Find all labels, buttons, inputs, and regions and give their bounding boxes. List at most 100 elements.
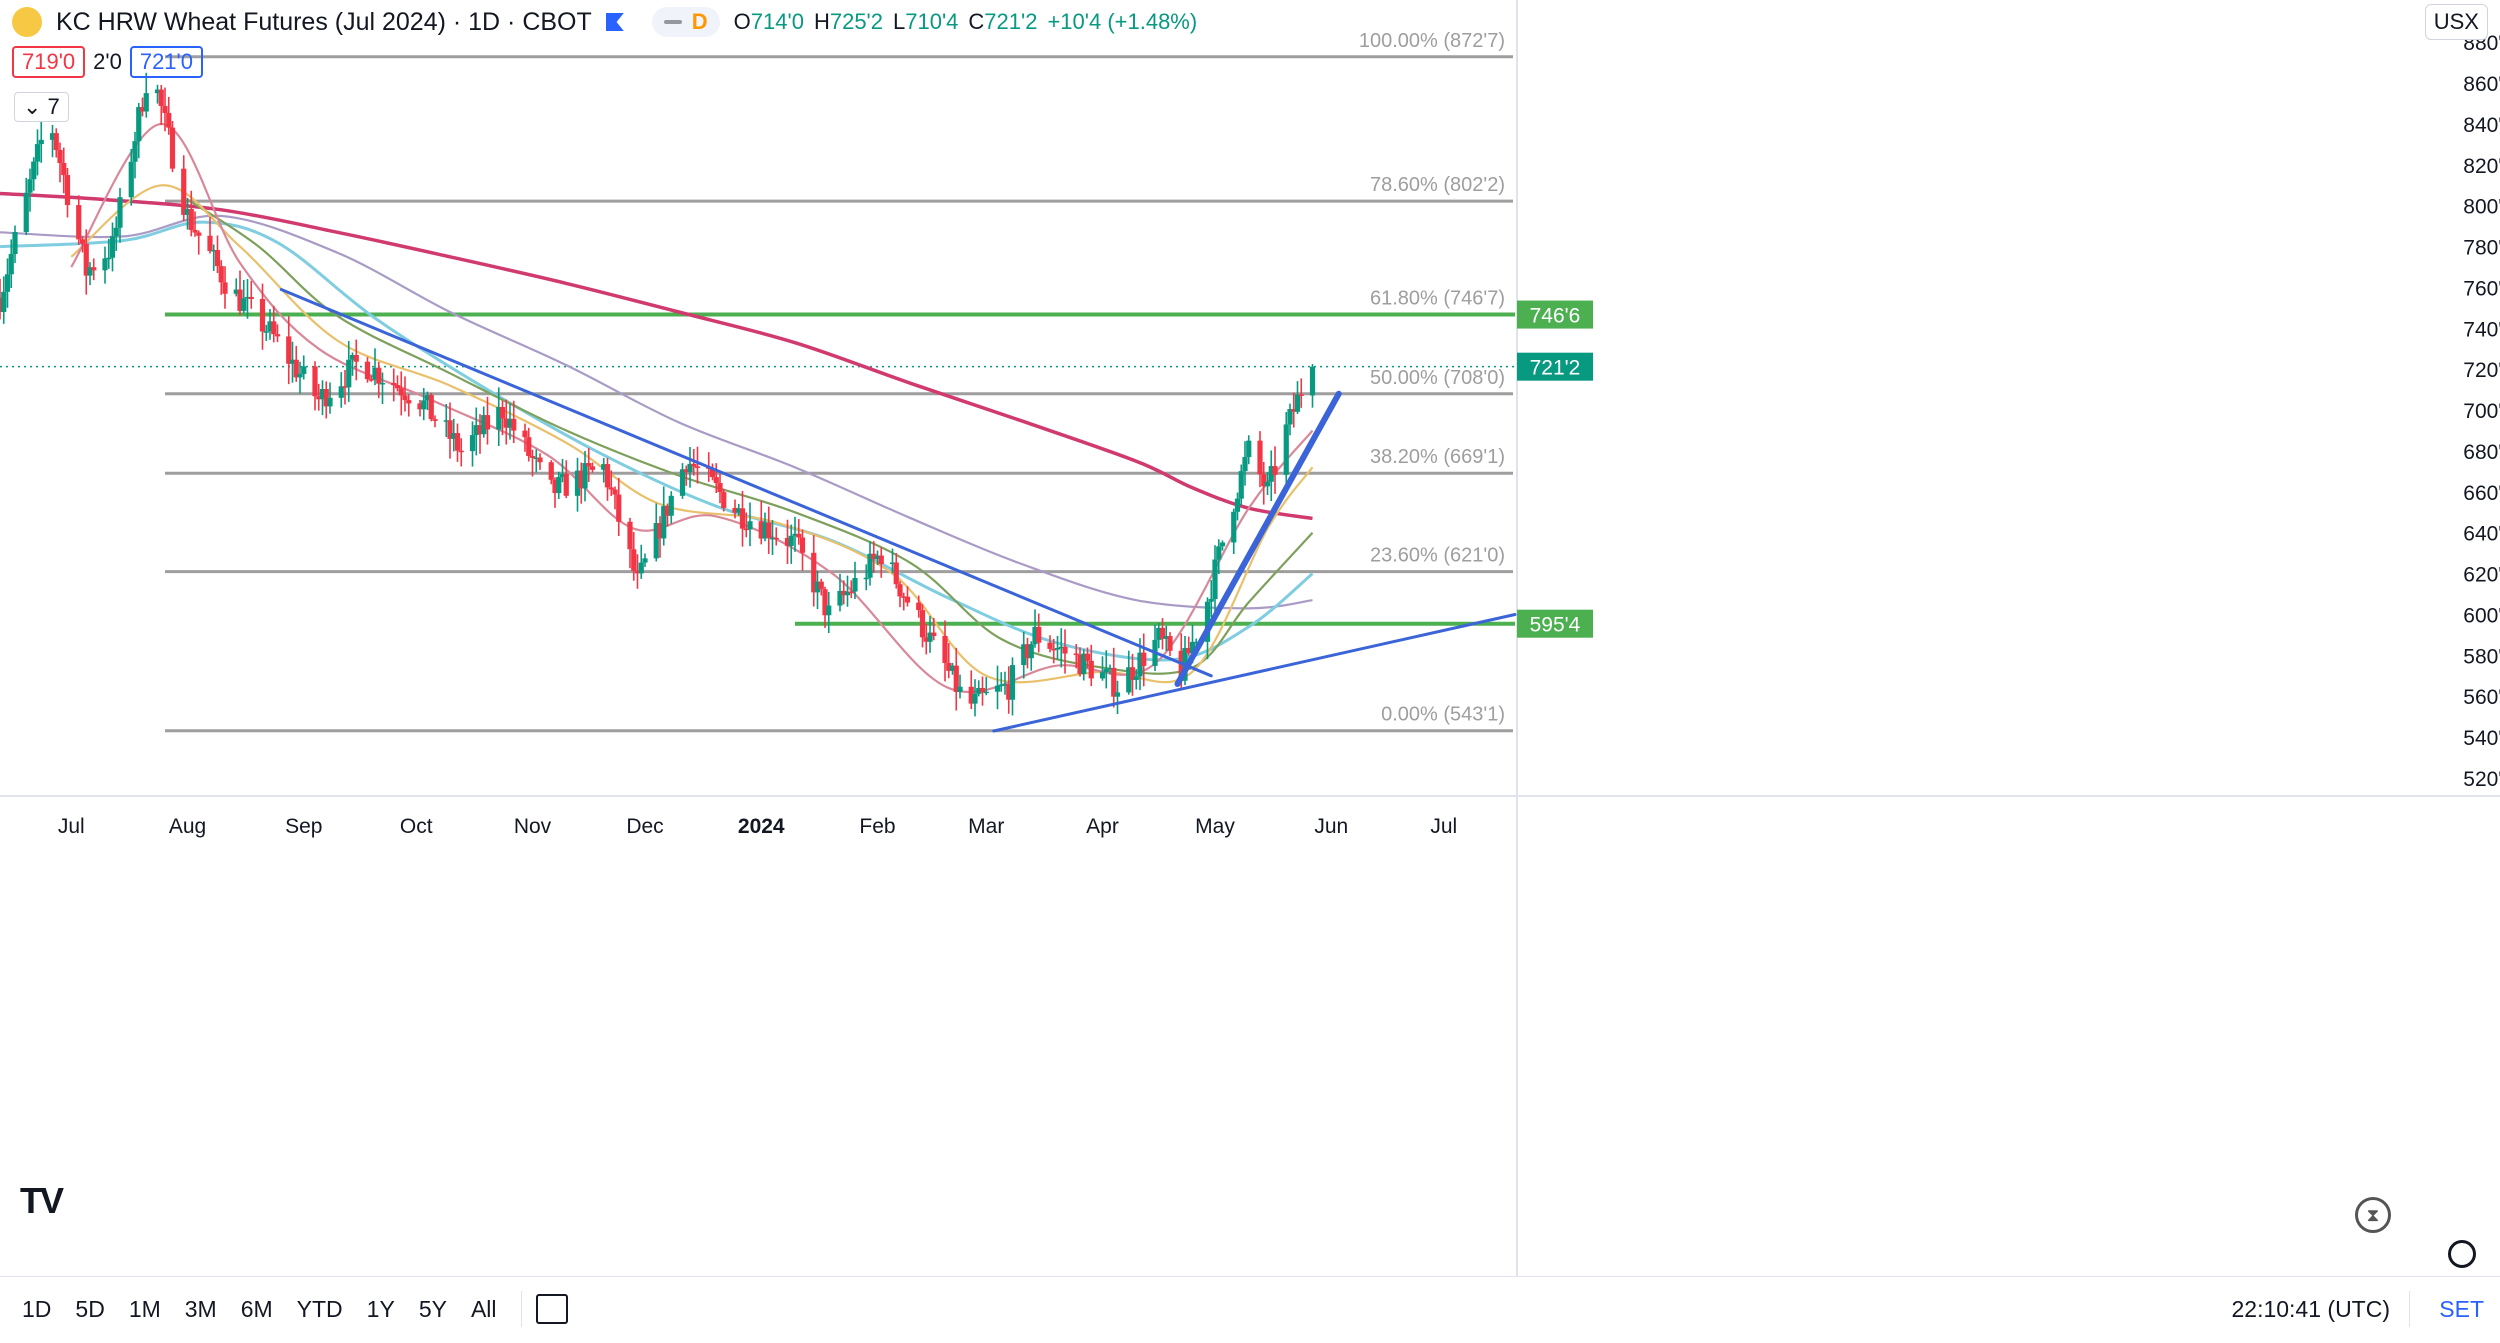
- timeframe-6m[interactable]: 6M: [240, 1295, 273, 1322]
- toolbar-divider: [520, 1291, 522, 1327]
- y-tick-label-4: 800'0: [2463, 196, 2500, 219]
- candle-body-75: [391, 382, 397, 386]
- candle-body-157: [818, 581, 824, 590]
- y-tick-label-8: 720'0: [2463, 359, 2500, 382]
- candle-body-82: [424, 395, 431, 401]
- last-price-tag: 721'2: [1530, 357, 1581, 380]
- candle-body-107: [556, 476, 562, 494]
- candle-body-1: [1, 291, 7, 313]
- candle-body-96: [499, 407, 506, 419]
- candle-body-93: [481, 415, 487, 435]
- candle-body-47: [241, 298, 247, 311]
- currency-button[interactable]: USX: [2424, 4, 2488, 40]
- candle-body-133: [691, 463, 697, 467]
- trendline-1: [992, 612, 1517, 733]
- candle-body-89: [458, 450, 464, 453]
- candle-body-127: [661, 506, 667, 539]
- candle-body-141: [736, 508, 742, 513]
- candle-body-112: [582, 463, 588, 489]
- candle-body-108: [559, 473, 566, 477]
- candle-body-190: [994, 685, 1001, 692]
- y-tick-label-1: 860'0: [2463, 73, 2500, 96]
- ask-button[interactable]: 721'0: [129, 46, 203, 78]
- candles-group: [0, 72, 1316, 717]
- candle-body-138: [717, 483, 723, 493]
- x-tick-label-6: 2024: [738, 815, 785, 838]
- candle-body-180: [942, 635, 948, 663]
- candle-body-102: [529, 456, 536, 458]
- candle-body-90: [469, 435, 476, 452]
- candle-body-208: [1084, 653, 1091, 661]
- timeframe-5y[interactable]: 5Y: [418, 1295, 447, 1322]
- candle-body-29: [143, 93, 149, 112]
- candle-body-230: [1204, 601, 1211, 642]
- candle-body-88: [454, 433, 461, 451]
- candle-body-36: [184, 209, 191, 215]
- candle-body-167: [871, 553, 877, 560]
- candle-body-171: [893, 562, 899, 585]
- bid-button[interactable]: 719'0: [12, 46, 86, 78]
- mode-tag: D: [691, 9, 708, 34]
- minus-icon: [663, 20, 682, 24]
- timeframe-5d[interactable]: 5D: [75, 1295, 105, 1322]
- candle-body-80: [417, 403, 423, 410]
- timeframe-1m[interactable]: 1M: [128, 1295, 161, 1322]
- candle-body-91: [473, 425, 479, 436]
- candle-body-150: [784, 537, 791, 546]
- candle-body-196: [1024, 644, 1031, 659]
- candle-body-170: [889, 562, 896, 565]
- x-tick-label-4: Nov: [514, 815, 552, 838]
- candle-body-250: [1309, 366, 1316, 396]
- indicators-toggle[interactable]: ⌄ 7: [14, 92, 69, 122]
- candle-body-153: [796, 533, 802, 538]
- timeframe-3m[interactable]: 3M: [184, 1295, 217, 1322]
- candle-body-152: [792, 533, 798, 536]
- candle-body-98: [507, 418, 513, 428]
- candle-body-15: [76, 205, 82, 240]
- timeframe-all[interactable]: All: [470, 1295, 497, 1322]
- y-tick-label-18: 520'0: [2463, 768, 2500, 791]
- hourglass-icon[interactable]: ⧗: [2355, 1197, 2391, 1233]
- session-button[interactable]: SET: [2439, 1295, 2484, 1322]
- candle-body-126: [657, 523, 663, 539]
- moving-average-ma50: [0, 220, 1314, 662]
- x-tick-label-7: Feb: [859, 815, 895, 838]
- toolbar-divider-right: [2409, 1291, 2410, 1327]
- tradingview-logo-icon[interactable]: TV: [20, 1180, 64, 1221]
- market-status-pill[interactable]: D: [651, 7, 720, 37]
- candle-body-101: [526, 437, 532, 457]
- candle-body-233: [1216, 546, 1222, 560]
- calendar-icon[interactable]: [535, 1294, 568, 1324]
- candle-body-184: [957, 686, 963, 692]
- candle-body-214: [1114, 692, 1121, 697]
- candle-body-94: [484, 415, 491, 430]
- candle-body-73: [376, 367, 382, 384]
- utc-clock[interactable]: 22:10:41 (UTC): [2231, 1295, 2390, 1322]
- candle-body-41: [211, 250, 217, 252]
- y-tick-label-17: 540'0: [2463, 727, 2500, 750]
- candle-body-119: [616, 494, 622, 522]
- candle-body-247: [1291, 409, 1297, 412]
- candle-body-105: [548, 462, 554, 480]
- candle-body-64: [327, 397, 333, 407]
- candle-body-155: [811, 552, 817, 593]
- timeframe-ytd[interactable]: YTD: [296, 1295, 343, 1322]
- flag-icon[interactable]: [605, 13, 624, 31]
- candle-body-28: [139, 107, 146, 112]
- candle-body-54: [274, 334, 281, 337]
- timeframe-1d[interactable]: 1D: [22, 1295, 52, 1322]
- candle-body-34: [169, 127, 176, 169]
- candle-body-172: [897, 584, 903, 597]
- candle-body-14: [64, 175, 71, 206]
- candle-body-240: [1257, 440, 1263, 475]
- gear-icon[interactable]: [2448, 1240, 2476, 1268]
- candle-body-137: [713, 477, 719, 484]
- symbol-title[interactable]: KC HRW Wheat Futures (Jul 2024) · 1D · C…: [56, 7, 592, 36]
- candle-body-204: [1062, 646, 1068, 654]
- candle-body-17: [83, 243, 89, 276]
- timeframe-1y[interactable]: 1Y: [366, 1295, 395, 1322]
- moving-average-ma200: [0, 191, 1313, 521]
- candle-body-53: [271, 321, 277, 335]
- candle-body-213: [1111, 667, 1117, 697]
